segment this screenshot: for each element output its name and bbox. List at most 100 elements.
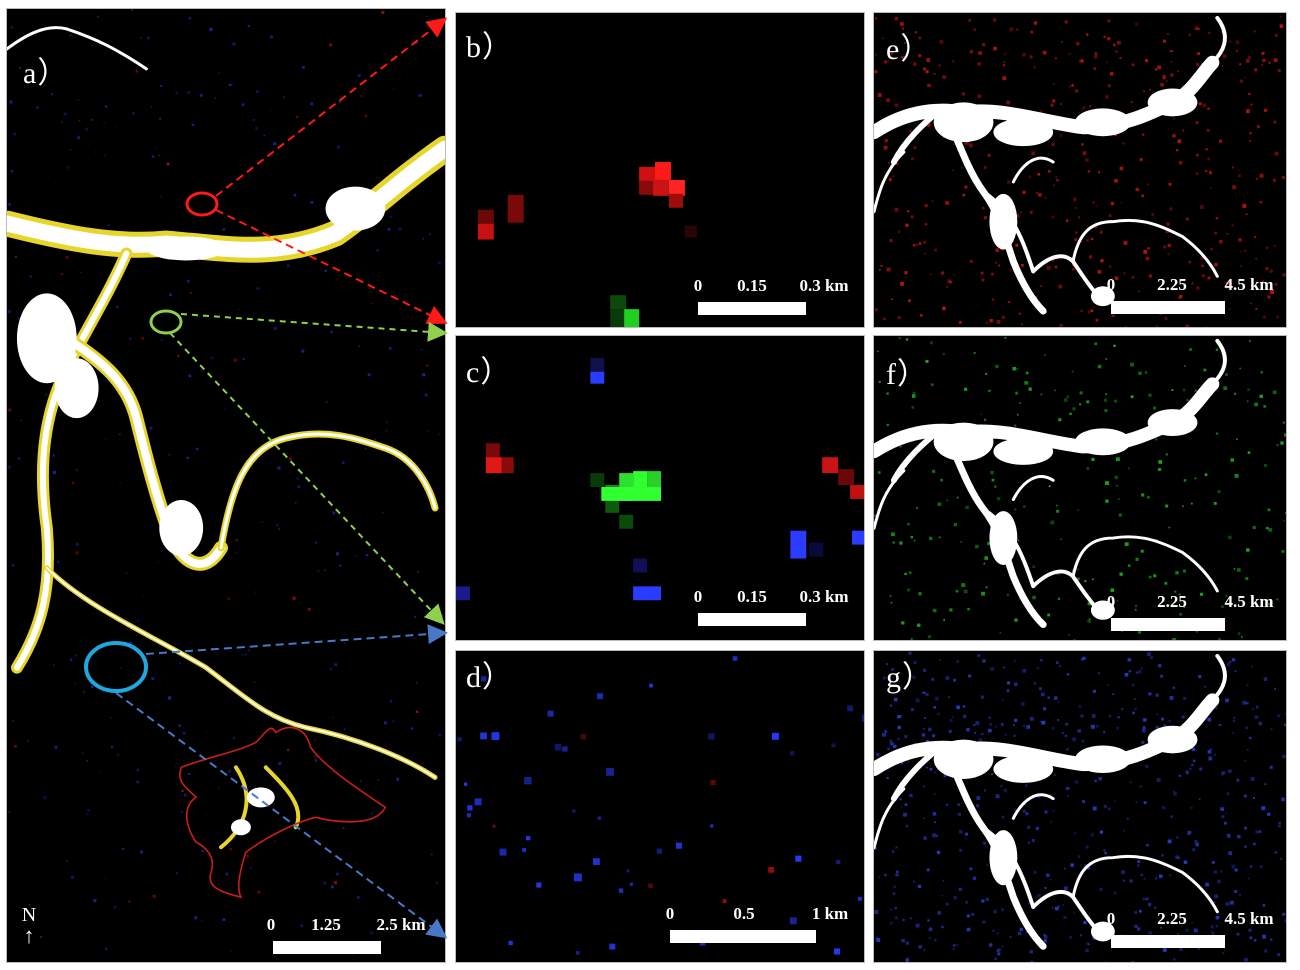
speckle: [1153, 574, 1157, 578]
speckle: [884, 60, 887, 64]
speckle: [929, 273, 932, 275]
speckle: [1090, 833, 1094, 837]
speckle: [1177, 70, 1179, 72]
speckle: [1281, 797, 1285, 802]
speckle: [324, 269, 327, 272]
speckle: [992, 929, 995, 932]
speckle: [1238, 237, 1242, 242]
speckle: [945, 201, 949, 205]
speckle: [1189, 348, 1192, 351]
speckle: [1142, 897, 1146, 901]
speckle: [942, 352, 945, 356]
speckle: [77, 99, 79, 101]
speckle: [255, 90, 259, 94]
speckle: [1001, 699, 1004, 701]
speckle: [953, 273, 956, 276]
speckle: [912, 243, 916, 247]
speckle: [1124, 326, 1127, 327]
speckle: [1221, 31, 1224, 34]
speckle: [1222, 54, 1227, 59]
speckle: [182, 732, 186, 735]
speckle: [336, 872, 339, 876]
panel-g-scalebar: 0 2.25 4.5 km: [1107, 909, 1274, 949]
speckle: [1196, 172, 1199, 175]
speckle: [1179, 612, 1183, 616]
speckle: [1100, 259, 1104, 263]
speckle: [119, 482, 121, 484]
speckle: [1055, 906, 1059, 911]
speckle: [932, 608, 937, 613]
speckle: [1145, 256, 1150, 261]
speckle: [463, 782, 468, 786]
speckle: [354, 863, 356, 865]
speckle: [1285, 511, 1286, 514]
speckle: [1129, 879, 1133, 883]
panel-g: g） 0 2.25 4.5 km: [873, 650, 1287, 963]
speckle: [1245, 213, 1248, 216]
speckle: [1186, 833, 1189, 836]
speckle: [149, 426, 153, 430]
speckle: [1175, 855, 1179, 860]
speckle: [907, 210, 910, 213]
speckle: [990, 667, 995, 671]
speckle: [1018, 312, 1021, 315]
speckle: [913, 661, 917, 664]
speckle: [1182, 388, 1186, 392]
speckle: [1030, 961, 1034, 962]
speckle: [388, 347, 392, 350]
speckle: [1023, 505, 1026, 508]
speckle: [1095, 205, 1098, 207]
speckle: [971, 912, 975, 916]
speckle: [1162, 74, 1167, 79]
speckle: [1277, 953, 1281, 957]
speckle: [912, 675, 916, 679]
speckle: [1283, 519, 1286, 522]
speckle: [861, 714, 864, 722]
speckle: [1208, 756, 1213, 761]
speckle: [1026, 825, 1031, 829]
speckle: [257, 890, 261, 894]
speckle: [1214, 894, 1219, 899]
speckle: [1009, 27, 1014, 32]
speckle: [1147, 183, 1149, 186]
speckle: [1247, 877, 1250, 880]
speckle: [907, 522, 910, 526]
speckle: [1047, 613, 1051, 617]
speckle: [417, 570, 420, 573]
speckle: [905, 223, 909, 227]
speckle: [1249, 865, 1253, 868]
speckle: [313, 738, 317, 741]
speckle: [14, 255, 17, 258]
speckle: [1170, 604, 1175, 608]
speckle: [1029, 55, 1033, 59]
speckle: [1123, 272, 1126, 275]
speckle: [1285, 713, 1286, 716]
speckle: [975, 721, 980, 726]
speckle: [235, 539, 238, 542]
speckle: [1123, 240, 1128, 245]
speckle: [1177, 139, 1182, 144]
speckle: [205, 730, 207, 732]
speckle: [562, 746, 568, 752]
speckle: [325, 401, 328, 404]
speckle: [995, 794, 1000, 799]
speckle: [1112, 43, 1116, 47]
speckle: [1014, 424, 1017, 427]
speckle: [301, 349, 305, 353]
speckle: [1143, 801, 1147, 804]
speckle: [23, 86, 25, 89]
speckle: [710, 780, 716, 786]
speckle: [1058, 284, 1063, 289]
speckle: [907, 588, 911, 592]
speckle: [118, 433, 121, 436]
speckle: [1162, 806, 1166, 810]
speckle: [597, 816, 601, 820]
speckle: [1161, 717, 1164, 721]
speckle: [1274, 151, 1279, 156]
speckle: [269, 109, 271, 112]
speckle: [1213, 753, 1217, 757]
speckle: [1175, 571, 1179, 575]
speckle: [874, 847, 878, 851]
speckle: [247, 649, 250, 652]
speckle: [1173, 117, 1176, 120]
